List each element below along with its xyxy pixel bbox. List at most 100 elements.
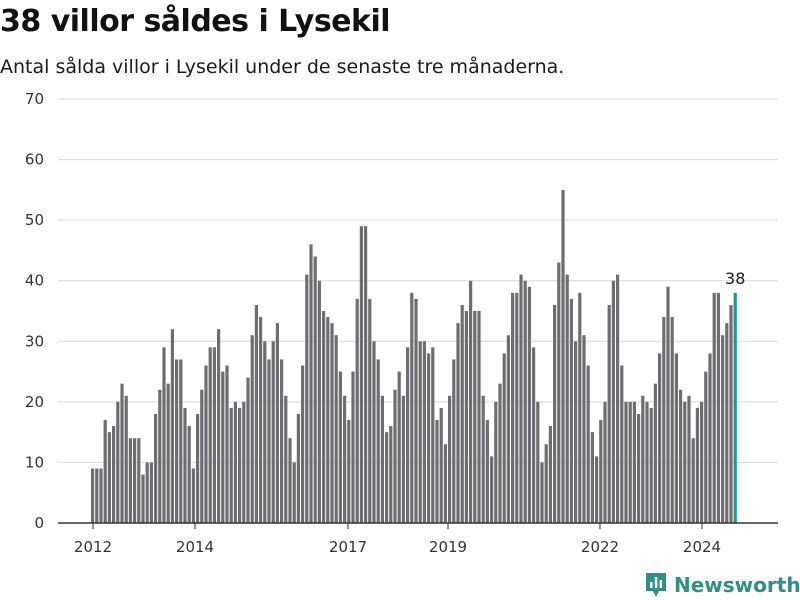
bar	[611, 280, 615, 523]
bar	[414, 298, 418, 523]
y-tick-label: 20	[25, 393, 44, 411]
x-tick-label: 2014	[176, 538, 214, 556]
bar	[196, 413, 200, 523]
bar	[658, 353, 662, 523]
bar	[712, 292, 716, 523]
bar	[557, 262, 561, 523]
bar	[435, 420, 439, 523]
y-tick-label: 70	[25, 90, 44, 108]
x-tick-label: 2019	[429, 538, 467, 556]
bar	[448, 395, 452, 523]
bar	[133, 438, 137, 523]
bar	[225, 365, 229, 523]
bar	[254, 304, 258, 523]
bar	[204, 365, 208, 523]
bar	[456, 323, 460, 523]
bar	[662, 317, 666, 523]
bar	[229, 407, 233, 523]
bar	[532, 347, 536, 523]
bar	[116, 401, 120, 523]
bar	[128, 438, 132, 523]
bar	[460, 304, 464, 523]
bar-latest	[733, 292, 737, 523]
bar	[443, 444, 447, 523]
bar	[242, 401, 246, 523]
bar	[716, 292, 720, 523]
bar	[725, 323, 729, 523]
bar	[107, 432, 111, 523]
bar	[481, 395, 485, 523]
bar	[569, 298, 573, 523]
bar	[439, 407, 443, 523]
bar	[729, 304, 733, 523]
bar	[296, 413, 300, 523]
bar	[590, 432, 594, 523]
bar	[464, 311, 468, 523]
bar	[607, 304, 611, 523]
bar	[544, 444, 548, 523]
x-axis: 2012 2014 2017 2019 2022 2024	[58, 522, 778, 556]
bar	[103, 420, 107, 523]
x-tick-label: 2024	[683, 538, 721, 556]
bar	[112, 426, 116, 523]
bar	[124, 395, 128, 523]
bar	[217, 329, 221, 523]
bar	[603, 401, 607, 523]
bar	[485, 420, 489, 523]
bar	[326, 317, 330, 523]
bars	[91, 189, 737, 523]
bar	[553, 304, 557, 523]
bar	[687, 395, 691, 523]
bar	[721, 335, 725, 523]
bar	[250, 335, 254, 523]
bar	[158, 389, 162, 523]
bar	[305, 274, 309, 523]
bar	[427, 353, 431, 523]
bar	[389, 426, 393, 523]
x-tick-label: 2017	[329, 538, 367, 556]
bar	[477, 311, 481, 523]
bar	[200, 389, 204, 523]
bar	[628, 401, 632, 523]
bar	[187, 426, 191, 523]
bar	[397, 371, 401, 523]
bar	[708, 353, 712, 523]
bar	[191, 468, 195, 523]
bar	[309, 244, 313, 523]
bar	[595, 456, 599, 523]
bar	[149, 462, 153, 523]
bar	[275, 323, 279, 523]
bar	[170, 329, 174, 523]
grid-lines	[58, 98, 778, 463]
bar	[695, 407, 699, 523]
bar	[473, 311, 477, 523]
bar	[280, 359, 284, 523]
bar	[561, 189, 565, 523]
bar	[359, 226, 363, 523]
bar	[141, 474, 145, 523]
bar	[519, 274, 523, 523]
bar	[401, 395, 405, 523]
bar	[599, 420, 603, 523]
bar	[536, 401, 540, 523]
bar	[154, 413, 158, 523]
bar	[490, 456, 494, 523]
bar	[452, 359, 456, 523]
bar	[301, 365, 305, 523]
bar	[431, 347, 435, 523]
bar	[527, 286, 531, 523]
bar	[632, 401, 636, 523]
bar	[679, 389, 683, 523]
bar	[578, 292, 582, 523]
bar	[91, 468, 95, 523]
bar	[267, 359, 271, 523]
bar	[99, 468, 103, 523]
brand-logo: Newsworthy	[644, 570, 800, 600]
bar	[616, 274, 620, 523]
bar	[502, 353, 506, 523]
bar	[385, 432, 389, 523]
bar	[372, 341, 376, 523]
bar	[422, 341, 426, 523]
bar	[574, 341, 578, 523]
bar	[637, 413, 641, 523]
